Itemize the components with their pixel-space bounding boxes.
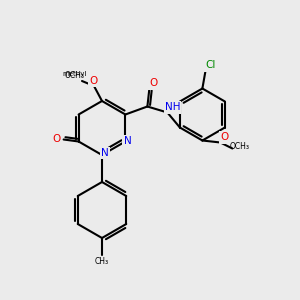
Text: O: O xyxy=(149,79,158,88)
Text: methyl: methyl xyxy=(63,71,87,77)
Text: O: O xyxy=(52,134,61,143)
Text: OCH₃: OCH₃ xyxy=(65,71,85,80)
Text: OCH₃: OCH₃ xyxy=(230,142,249,151)
Text: N: N xyxy=(101,148,109,158)
Text: O: O xyxy=(220,133,229,142)
Text: CH₃: CH₃ xyxy=(95,257,109,266)
Text: NH: NH xyxy=(165,103,180,112)
Text: Cl: Cl xyxy=(205,61,216,70)
Text: N: N xyxy=(124,136,131,146)
Text: O: O xyxy=(89,76,97,86)
